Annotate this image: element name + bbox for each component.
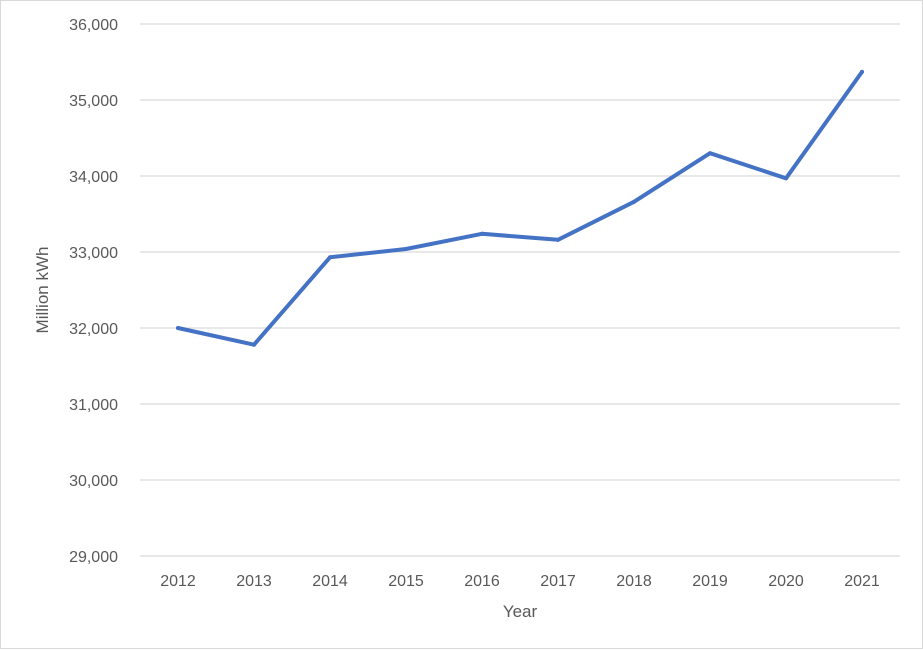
data-point xyxy=(632,199,636,204)
x-tick-label: 2019 xyxy=(692,573,728,590)
y-tick-label: 35,000 xyxy=(69,93,118,110)
x-tick-label: 2012 xyxy=(160,573,196,590)
y-tick-label: 33,000 xyxy=(69,245,118,262)
x-tick-label: 2020 xyxy=(768,573,804,590)
data-point xyxy=(860,69,864,74)
x-tick-label: 2013 xyxy=(236,573,272,590)
data-point xyxy=(252,342,256,347)
data-point xyxy=(556,237,560,242)
x-tick-label: 2018 xyxy=(616,573,652,590)
x-axis-ticks: 2012 2013 2014 2015 2016 2017 2018 2019 2020 2021 xyxy=(160,573,880,590)
data-point xyxy=(784,176,788,181)
y-tick-label: 31,000 xyxy=(69,397,118,414)
x-axis-title: Year xyxy=(503,602,538,621)
data-point xyxy=(328,255,332,260)
series-line xyxy=(176,69,864,347)
gridlines xyxy=(140,23,900,557)
y-axis-title: Million kWh xyxy=(33,247,52,334)
x-tick-label: 2015 xyxy=(388,573,424,590)
data-point xyxy=(480,231,484,236)
data-point xyxy=(176,326,180,330)
y-tick-label: 29,000 xyxy=(69,549,118,566)
y-tick-label: 30,000 xyxy=(69,473,118,490)
y-tick-label: 36,000 xyxy=(69,17,118,34)
y-tick-label: 32,000 xyxy=(69,321,118,338)
data-point xyxy=(708,151,712,156)
y-tick-label: 34,000 xyxy=(69,169,118,186)
x-tick-label: 2014 xyxy=(312,573,348,590)
x-tick-label: 2021 xyxy=(844,573,880,590)
x-tick-label: 2017 xyxy=(540,573,576,590)
data-point xyxy=(404,246,408,251)
y-axis-ticks: 29,000 30,000 31,000 32,000 33,000 34,000 35,0… xyxy=(69,17,118,566)
series-layer xyxy=(176,69,864,347)
x-tick-label: 2016 xyxy=(464,573,500,590)
